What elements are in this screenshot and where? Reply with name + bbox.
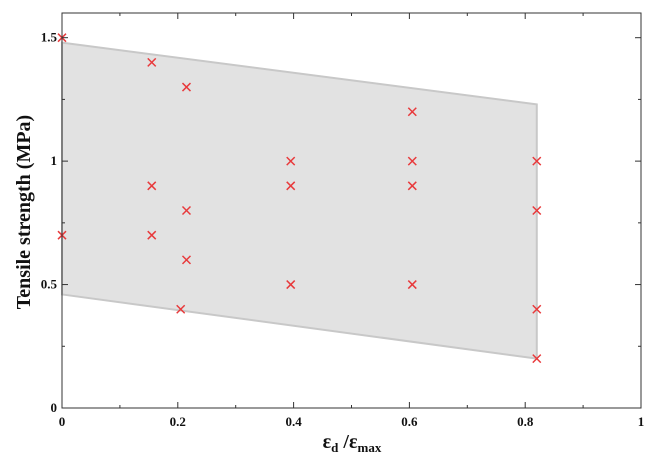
x-tick-label: 0 (59, 414, 66, 429)
x-axis-title-den-sub: max (358, 440, 382, 455)
x-tick-label: 0.6 (401, 414, 418, 429)
x-tick-label: 1 (638, 414, 645, 429)
x-tick-label: 0.4 (285, 414, 302, 429)
y-tick-label: 0 (51, 400, 58, 415)
x-axis-title-sep: / (338, 431, 349, 453)
x-tick-label: 0.8 (517, 414, 534, 429)
y-axis-title: Tensile strength (MPa) (13, 115, 35, 309)
y-tick-label: 1 (51, 153, 58, 168)
x-axis-title: εd /εmax (323, 431, 382, 455)
x-tick-label: 0.2 (170, 414, 186, 429)
y-tick-label: 0.5 (41, 277, 58, 292)
strength-band (62, 43, 537, 359)
y-tick-label: 1.5 (41, 30, 58, 45)
strength-band-layer (62, 43, 537, 359)
